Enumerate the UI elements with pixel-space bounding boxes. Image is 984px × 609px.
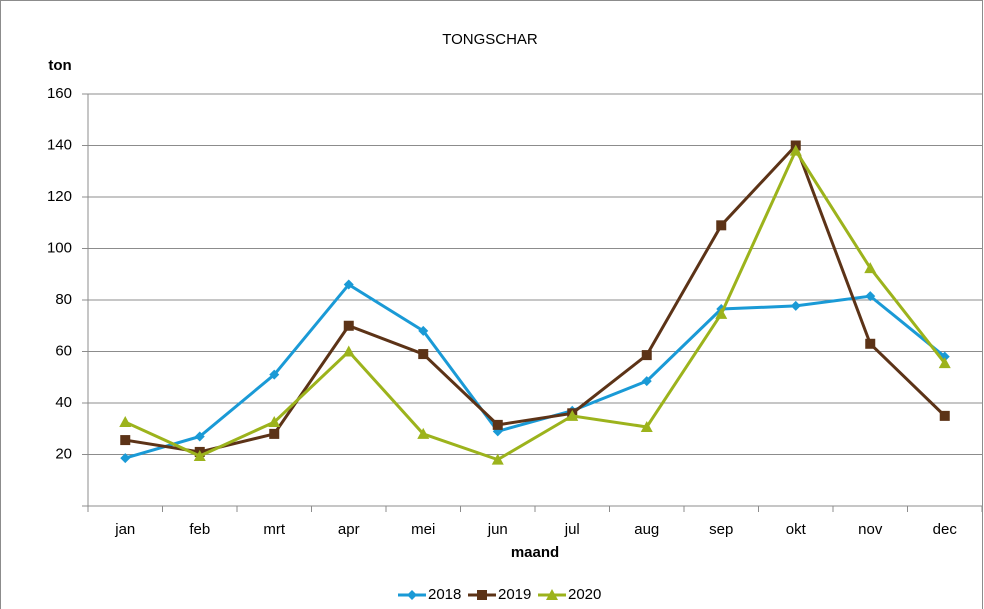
legend-label: 2020 [568,586,601,603]
data-point [417,427,430,439]
y-tick-label: 80 [55,291,72,308]
data-point [566,409,579,421]
data-point [939,410,950,421]
y-tick-label: 40 [55,394,72,411]
x-tick-label: mei [411,521,435,538]
y-tick-label: 120 [47,188,72,205]
data-point [418,325,429,336]
data-point [268,416,281,428]
x-tick-label: jan [114,521,135,538]
x-tick-label: okt [786,521,807,538]
series-line [124,147,946,462]
data-point [640,420,653,432]
data-point [865,338,876,349]
x-tick-label: nov [858,521,883,538]
data-point [343,320,354,331]
data-point [342,345,355,357]
x-tick-label: feb [189,521,210,538]
data-point [269,428,280,439]
data-point [938,357,951,369]
legend-label: 2019 [498,586,531,603]
legend-label: 2018 [428,586,461,603]
legend-marker [477,590,487,600]
x-tick-label: aug [634,521,659,538]
data-point [865,291,876,302]
x-tick-label: jun [487,521,508,538]
data-point [418,349,429,360]
legend-marker [546,589,558,600]
data-point [194,431,205,442]
data-point [716,220,727,231]
y-tick-label: 140 [47,136,72,153]
data-point [193,450,206,462]
series-line [124,282,946,460]
x-tick-label: mrt [263,521,285,538]
data-point [641,376,652,387]
data-point [120,453,131,464]
chart-title: TONGSCHAR [442,31,538,48]
series-line [125,142,946,454]
data-point [269,369,280,380]
x-tick-label: sep [709,521,733,538]
y-axis-label: ton [48,57,71,74]
data-point [343,279,354,290]
y-tick-label: 20 [55,445,72,462]
y-tick-label: 100 [47,239,72,256]
x-axis-label: maand [511,544,559,561]
data-point [864,262,877,274]
data-point [119,416,132,428]
data-point [491,453,504,465]
data-point [790,300,801,311]
data-point [789,144,802,156]
y-tick-label: 160 [47,85,72,102]
legend-marker [407,590,417,600]
data-point [120,435,131,446]
data-point [492,419,503,430]
x-tick-label: dec [933,521,958,538]
data-point [715,307,728,319]
x-tick-label: apr [338,521,360,538]
data-point [641,350,652,361]
x-tick-label: jul [564,521,580,538]
y-tick-label: 60 [55,342,72,359]
